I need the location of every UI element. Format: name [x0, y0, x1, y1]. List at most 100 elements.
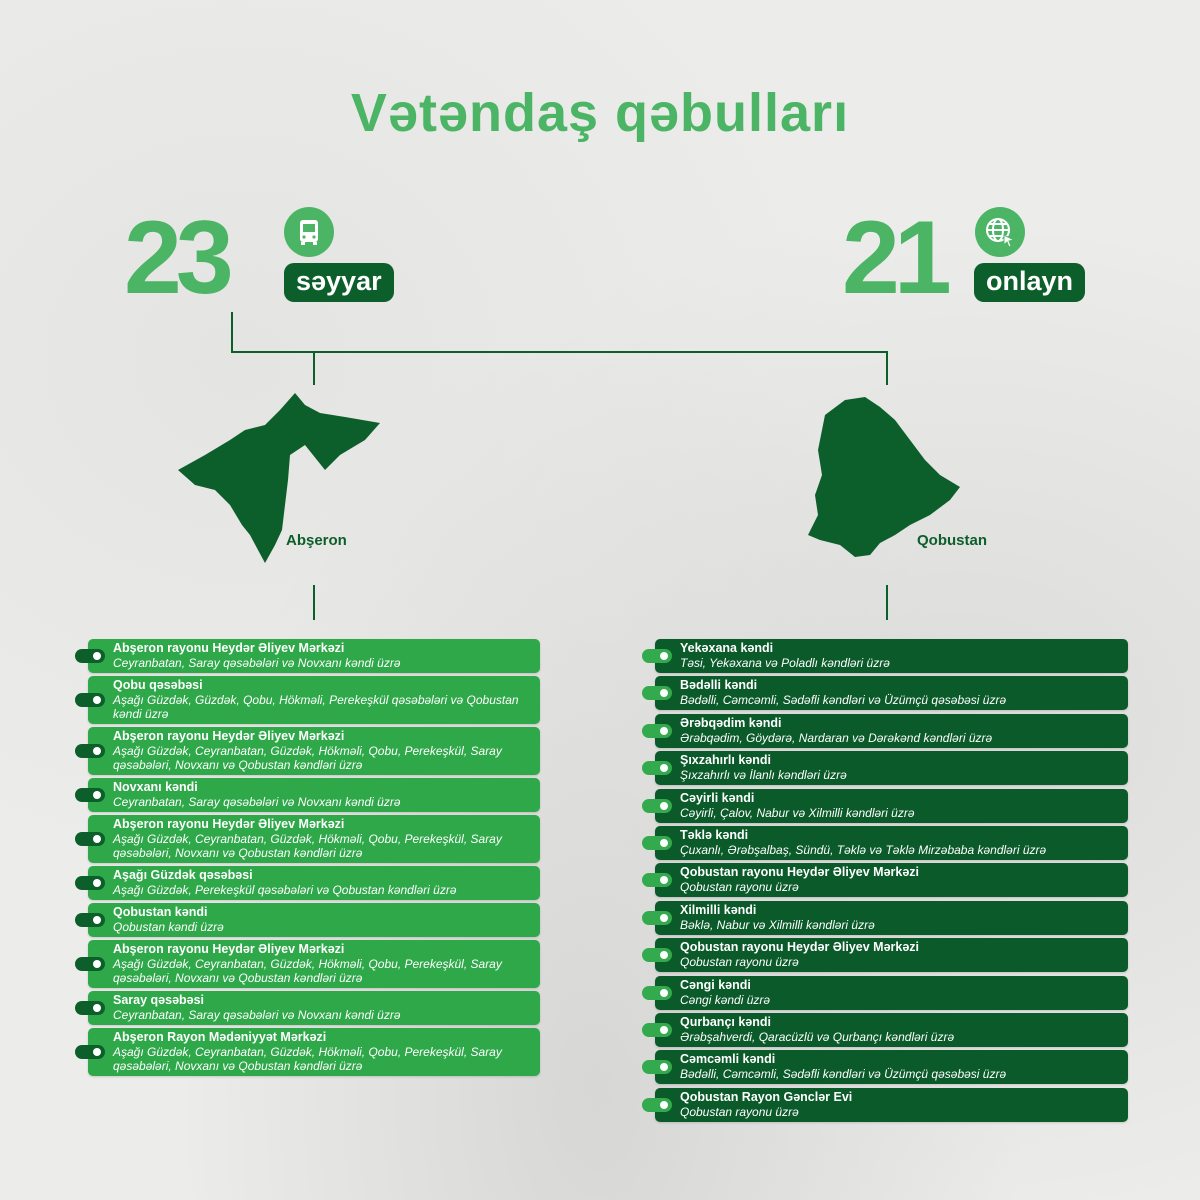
item-title: Cəngi kəndi	[680, 977, 751, 992]
item-subtitle: Qobustan kəndi üzrə	[113, 920, 224, 934]
item-subtitle: Ərəbşahverdi, Qaracüzlü və Qurbançı kənd…	[680, 1029, 955, 1044]
item-title: Cəmcəmli kəndi	[680, 1052, 776, 1067]
item-subtitle: Çuxanlı, Ərəbşalbaş, Sündü, Təklə və Tək…	[680, 842, 1047, 857]
toggle-icon	[642, 649, 672, 663]
online-label: onlayn	[974, 263, 1086, 302]
list-item: Abşeron Rayon Mədəniyyət Mərkəzi Aşağı Gü…	[75, 1028, 540, 1076]
list-item: Qobustan rayonu Heydər Əliyev Mərkəzi Qob…	[642, 863, 1128, 898]
region-label-qobustan: Qobustan	[917, 532, 987, 549]
page-title: Vətəndaş qəbulları	[350, 83, 850, 143]
list-item: Novxanı kəndi Ceyranbatan, Saray qəsəbələ…	[75, 778, 540, 812]
item-title: Qobustan rayonu Heydər Əliyev Mərkəzi	[680, 865, 920, 880]
item-title: Ərəbqədim kəndi	[680, 715, 782, 730]
toggle-icon	[642, 985, 672, 1000]
absheron-map-icon	[178, 393, 380, 563]
item-title: Qobustan rayonu Heydər Əliyev Mərkəzi	[680, 940, 920, 955]
list-item: Qobustan kəndi Qobustan kəndi üzrə	[75, 903, 540, 937]
list-item: Qobu qəsəbəsi Aşağı Güzdək, Güzdək, Qobu,…	[75, 676, 540, 724]
region-label-absheron: Abşeron	[286, 532, 347, 549]
list-item: Şıxzahırlı kəndi Şıxzahırlı və İlanlı kən…	[642, 751, 1128, 786]
toggle-icon	[642, 1097, 672, 1112]
toggle-icon	[75, 832, 105, 846]
toggle-icon	[642, 910, 672, 925]
item-title: Abşeron rayonu Heydər Əliyev Mərkəzi	[113, 641, 345, 655]
list-item: Cəmcəmli kəndi Bədəlli, Cəmcəmli, Sədəfli…	[642, 1050, 1128, 1085]
connector-line	[231, 312, 233, 353]
connector-line	[886, 585, 888, 620]
list-item: Qobustan Rayon Gənclər Evi Qobustan rayon…	[642, 1087, 1128, 1122]
item-title: Qobu qəsəbəsi	[113, 678, 203, 692]
toggle-icon	[75, 957, 105, 971]
toggle-icon	[75, 744, 105, 758]
item-subtitle: Ərəbqədim, Göydərə, Nardaran və Dərəkənd…	[680, 730, 993, 745]
list-item: Qobustan rayonu Heydər Əliyev Mərkəzi Qob…	[642, 938, 1128, 973]
toggle-icon	[642, 948, 672, 963]
qobustan-map-icon	[808, 397, 960, 557]
item-title: Şıxzahırlı kəndi	[680, 753, 772, 768]
item-title: Bədəlli kəndi	[680, 678, 758, 693]
toggle-icon	[642, 723, 672, 738]
item-subtitle: Aşağı Güzdək, Ceyranbatan, Güzdək, Hökmə…	[113, 744, 502, 772]
item-subtitle: Ceyranbatan, Saray qəsəbələri və Novxanı…	[113, 1008, 401, 1022]
toggle-icon	[642, 761, 672, 776]
item-subtitle: Aşağı Güzdək, Perekeşkül qəsəbələri və Q…	[113, 883, 457, 897]
toggle-icon	[75, 693, 105, 707]
toggle-icon	[642, 798, 672, 813]
item-title: Qobustan Rayon Gənclər Evi	[680, 1089, 853, 1104]
connector-line	[313, 585, 315, 620]
toggle-icon	[642, 873, 672, 888]
item-title: Saray qəsəbəsi	[113, 993, 205, 1007]
online-count: 21	[842, 200, 952, 316]
item-subtitle: Aşağı Güzdək, Ceyranbatan, Güzdək, Hökmə…	[113, 957, 502, 985]
list-item: Abşeron rayonu Heydər Əliyev Mərkəzi Aşağ…	[75, 940, 540, 988]
item-subtitle: Bədəlli, Cəmcəmli, Sədəfli kəndləri və Ü…	[680, 1067, 1007, 1082]
item-title: Abşeron Rayon Mədəniyyət Mərkəzi	[113, 1030, 327, 1044]
toggle-icon	[642, 686, 672, 701]
absheron-list: Abşeron rayonu Heydər Əliyev Mərkəzi Ceyr…	[75, 639, 540, 1079]
toggle-icon	[642, 1060, 672, 1075]
list-item: Abşeron rayonu Heydər Əliyev Mərkəzi Ceyr…	[75, 639, 540, 673]
toggle-icon	[75, 649, 105, 663]
toggle-icon	[642, 1022, 672, 1037]
toggle-icon	[642, 835, 672, 850]
connector-line	[313, 351, 315, 385]
item-title: Novxanı kəndi	[113, 780, 198, 794]
connector-line	[886, 351, 888, 385]
list-item: Bədəlli kəndi Bədəlli, Cəmcəmli, Sədəfli …	[642, 676, 1128, 711]
item-subtitle: Qobustan rayonu üzrə	[680, 955, 799, 970]
item-subtitle: Aşağı Güzdək, Ceyranbatan, Güzdək, Hökmə…	[113, 1045, 502, 1073]
connector-line	[231, 351, 888, 353]
item-title: Qobustan kəndi	[113, 905, 208, 919]
list-item: Abşeron rayonu Heydər Əliyev Mərkəzi Aşağ…	[75, 727, 540, 775]
list-item: Abşeron rayonu Heydər Əliyev Mərkəzi Aşağ…	[75, 815, 540, 863]
list-item: Yekəxana kəndi Təsi, Yekəxana və Poladlı …	[642, 639, 1128, 673]
item-title: Yekəxana kəndi	[680, 641, 774, 655]
list-item: Saray qəsəbəsi Ceyranbatan, Saray qəsəbəl…	[75, 991, 540, 1025]
list-item: Təklə kəndi Çuxanlı, Ərəbşalbaş, Sündü, T…	[642, 825, 1128, 860]
item-subtitle: Aşağı Güzdək, Ceyranbatan, Güzdək, Hökmə…	[113, 832, 502, 860]
item-subtitle: Bədəlli, Cəmcəmli, Sədəfli kəndləri və Ü…	[680, 693, 1007, 708]
item-title: Cəyirli kəndi	[680, 790, 755, 805]
list-item: Ərəbqədim kəndi Ərəbqədim, Göydərə, Narda…	[642, 713, 1128, 748]
item-title: Abşeron rayonu Heydər Əliyev Mərkəzi	[113, 942, 345, 956]
item-title: Təklə kəndi	[680, 827, 749, 842]
list-item: Xilmilli kəndi Bəklə, Nabur və Xilmilli k…	[642, 900, 1128, 935]
toggle-icon	[75, 876, 105, 890]
qobustan-list: Yekəxana kəndi Təsi, Yekəxana və Poladlı …	[642, 639, 1128, 1125]
item-title: Abşeron rayonu Heydər Əliyev Mərkəzi	[113, 817, 345, 831]
globe-cursor-icon	[975, 207, 1025, 257]
toggle-icon	[75, 913, 105, 927]
item-subtitle: Bəklə, Nabur və Xilmilli kəndləri üzrə	[680, 917, 875, 932]
item-subtitle: Şıxzahırlı və İlanlı kəndləri üzrə	[680, 768, 847, 783]
item-title: Aşağı Güzdək qəsəbəsi	[113, 868, 253, 882]
item-subtitle: Qobustan rayonu üzrə	[680, 880, 799, 895]
list-item: Cəngi kəndi Cəngi kəndi üzrə	[642, 975, 1128, 1010]
item-subtitle: Aşağı Güzdək, Güzdək, Qobu, Hökməli, Per…	[113, 693, 519, 721]
list-item: Cəyirli kəndi Cəyirli, Çalov, Nabur və Xi…	[642, 788, 1128, 823]
item-subtitle: Cəyirli, Çalov, Nabur və Xilmilli kəndlə…	[680, 805, 915, 820]
item-subtitle: Cəngi kəndi üzrə	[680, 992, 771, 1007]
item-subtitle: Təsi, Yekəxana və Poladlı kəndləri üzrə	[680, 656, 890, 670]
list-item: Qurbançı kəndi Ərəbşahverdi, Qaracüzlü və…	[642, 1012, 1128, 1047]
item-subtitle: Ceyranbatan, Saray qəsəbələri və Novxanı…	[113, 795, 401, 809]
list-item: Aşağı Güzdək qəsəbəsi Aşağı Güzdək, Perek…	[75, 866, 540, 900]
